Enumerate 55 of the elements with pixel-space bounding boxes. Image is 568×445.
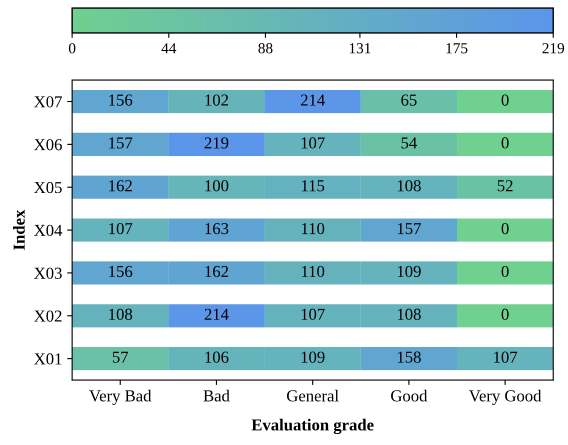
data-label: 110 <box>302 222 324 234</box>
data-label: 214 <box>204 308 229 320</box>
data-label: 108 <box>398 180 421 192</box>
color-bar-label: 0 <box>68 43 76 54</box>
y-tick-label: X03 <box>34 268 62 279</box>
data-label: 57 <box>112 352 128 363</box>
color-bar-label: 175 <box>446 43 468 54</box>
data-label: 156 <box>109 266 132 278</box>
y-tick-label: X05 <box>34 182 62 194</box>
data-label: 108 <box>398 308 421 320</box>
y-tick-label: X02 <box>34 310 62 322</box>
data-label: 102 <box>205 94 228 106</box>
data-label: 54 <box>402 137 417 149</box>
x-tick-label: Good <box>391 390 428 402</box>
data-label: 52 <box>498 180 513 192</box>
data-label: 107 <box>109 222 132 234</box>
data-label: 157 <box>109 137 132 149</box>
x-tick-label: Very Good <box>468 390 542 405</box>
data-label: 0 <box>502 308 509 320</box>
data-label: 157 <box>398 223 421 234</box>
color-bar-label: 88 <box>258 43 273 54</box>
data-label: 108 <box>109 308 132 320</box>
data-label: 219 <box>204 137 228 149</box>
y-tick-label: X06 <box>34 139 62 150</box>
x-tick-label: Bad <box>204 390 230 402</box>
data-label: 162 <box>205 266 228 278</box>
data-label: 214 <box>300 94 325 106</box>
data-label: 107 <box>302 308 325 320</box>
data-label: 107 <box>494 352 518 363</box>
data-label: 0 <box>502 266 509 278</box>
data-label: 110 <box>302 266 324 278</box>
data-label: 162 <box>109 180 132 192</box>
x-tick-label: Very Bad <box>89 390 152 405</box>
data-label: 0 <box>502 94 509 106</box>
data-label: 65 <box>401 94 417 106</box>
color-bar-label: 44 <box>161 43 176 54</box>
y-tick-label: X01 <box>34 353 62 365</box>
data-label: 0 <box>502 222 509 234</box>
data-label: 107 <box>302 137 325 149</box>
data-label: 158 <box>398 352 421 363</box>
data-label: 156 <box>109 94 132 106</box>
data-label: 0 <box>502 137 509 149</box>
data-label: 109 <box>302 352 324 363</box>
data-label: 163 <box>205 223 228 234</box>
data-label: 100 <box>205 180 228 192</box>
y-axis-title: Index <box>13 210 25 250</box>
y-tick-label: X04 <box>34 224 62 236</box>
data-label: 115 <box>302 180 324 192</box>
data-label: 109 <box>398 266 421 278</box>
color-bar-label: 219 <box>542 43 564 54</box>
data-label: 106 <box>205 352 228 363</box>
y-tick-label: X07 <box>34 96 62 108</box>
color-bar-label: 131 <box>350 43 370 54</box>
x-tick-label: General <box>286 390 339 402</box>
x-axis-title: Evaluation grade <box>252 418 374 434</box>
